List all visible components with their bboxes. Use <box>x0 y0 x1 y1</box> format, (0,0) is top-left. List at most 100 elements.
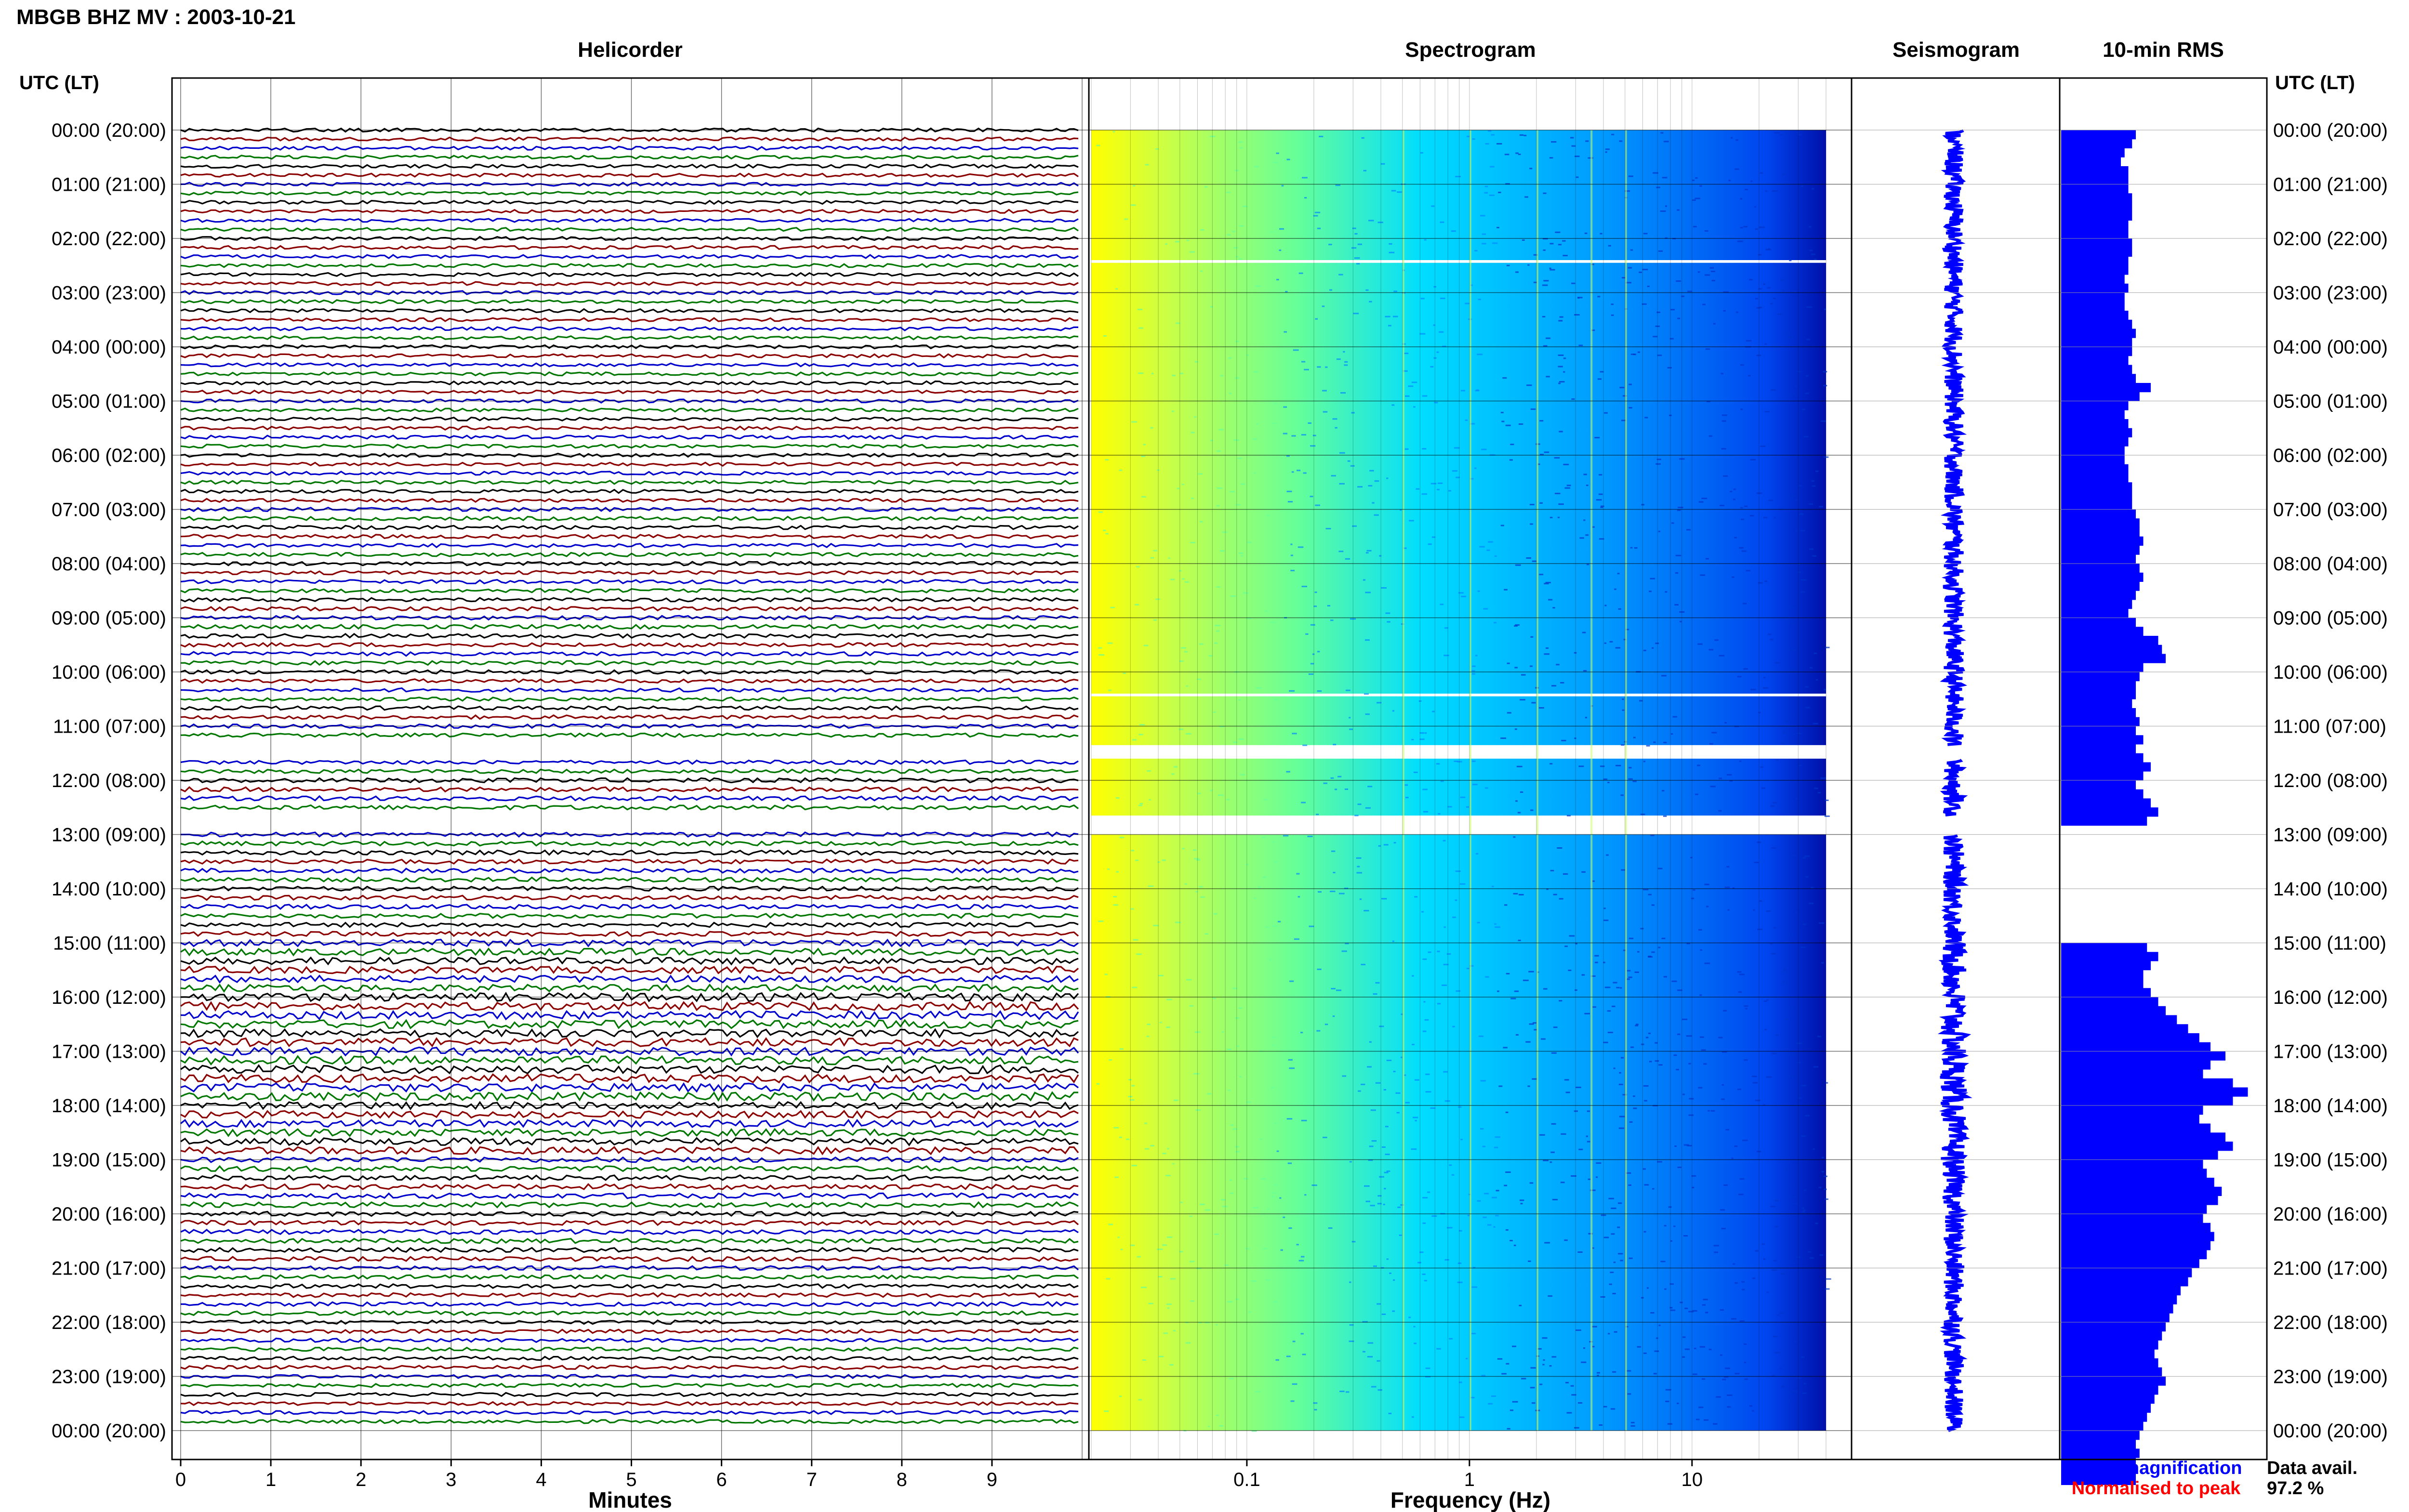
helicorder-trace <box>180 1419 1079 1424</box>
rms-bar <box>2061 717 2140 726</box>
helicorder-trace <box>180 938 1079 947</box>
minute-tick-label: 1 <box>265 1469 276 1490</box>
helicorder-trace <box>180 840 1079 847</box>
rms-bar <box>2061 1033 2199 1043</box>
time-label-right: 12:00 (08:00) <box>2273 770 2388 791</box>
rms-bar <box>2061 401 2129 410</box>
helicorder-trace <box>180 1174 1079 1181</box>
helicorder-trace <box>180 163 1079 169</box>
rms-bar <box>2061 744 2136 754</box>
time-axis-heading-left: UTC (LT) <box>19 72 99 93</box>
helicorder-trace <box>180 1064 1079 1075</box>
panel-frame-heli <box>171 77 1090 1460</box>
helicorder-trace <box>180 1055 1079 1066</box>
helicorder-trace <box>180 1337 1079 1343</box>
helicorder-trace <box>180 606 1079 612</box>
helicorder-trace <box>180 398 1079 404</box>
helicorder-trace <box>180 858 1079 865</box>
rms-bar <box>2061 545 2140 555</box>
helicorder-trace <box>180 974 1079 984</box>
rms-bar <box>2061 1132 2225 1142</box>
helicorder-trace <box>180 632 1079 639</box>
rms-bar <box>2061 1142 2233 1151</box>
helicorder-trace <box>180 1037 1079 1048</box>
helicorder-trace <box>180 804 1079 811</box>
rms-bar <box>2061 1340 2158 1350</box>
helicorder-trace <box>180 1382 1079 1388</box>
helicorder-trace <box>180 506 1079 513</box>
helicorder-plot <box>180 127 1079 1424</box>
helicorder-trace <box>180 696 1079 702</box>
helicorder-trace <box>180 227 1079 232</box>
helicorder-trace <box>180 552 1079 557</box>
helicorder-trace <box>180 1091 1078 1102</box>
spectrogram-segment <box>1091 759 1826 816</box>
rms-plot <box>2061 130 2248 1485</box>
rms-bar <box>2061 600 2132 609</box>
rms-bar <box>2061 1358 2158 1368</box>
helicorder-trace <box>180 1292 1079 1298</box>
helicorder-trace <box>180 1165 1079 1172</box>
rms-bar <box>2061 1105 2203 1115</box>
helicorder-trace <box>180 687 1079 693</box>
rms-bar <box>2061 491 2132 501</box>
time-label-left: 09:00 (05:00) <box>52 608 166 629</box>
helicorder-trace <box>180 272 1079 277</box>
rms-bar <box>2061 500 2132 510</box>
rms-bar <box>2061 780 2136 790</box>
rms-bar <box>2061 509 2136 519</box>
rms-bar <box>2061 419 2129 429</box>
spectrogram-segment <box>1091 130 1826 260</box>
helicorder-trace <box>180 912 1079 919</box>
minute-tick-label: 6 <box>716 1469 727 1490</box>
time-label-left: 23:00 (19:00) <box>52 1367 166 1388</box>
time-label-right: 18:00 (14:00) <box>2273 1095 2388 1117</box>
rms-bar <box>2061 1313 2170 1323</box>
time-label-left: 22:00 (18:00) <box>52 1312 166 1333</box>
rms-bar <box>2061 798 2151 808</box>
time-gridlines <box>172 78 2267 1459</box>
rms-bar <box>2061 1286 2181 1296</box>
frequency-axis-label: Frequency (Hz) <box>1390 1487 1550 1512</box>
time-label-left: 17:00 (13:00) <box>52 1041 166 1063</box>
helicorder-trace <box>180 705 1079 711</box>
time-label-left: 04:00 (00:00) <box>52 337 166 358</box>
time-label-right: 23:00 (19:00) <box>2273 1367 2388 1388</box>
helicorder-trace <box>180 1137 1079 1146</box>
helicorder-trace <box>180 904 1079 910</box>
rms-bar <box>2061 663 2144 672</box>
rms-bar <box>2061 1421 2144 1431</box>
helicorder-trace <box>180 245 1079 250</box>
legend-fixed-magnification: Fixed magnification <box>2070 1458 2242 1478</box>
rms-bar <box>2061 1051 2225 1061</box>
rms-bar <box>2061 654 2166 663</box>
helicorder-trace <box>180 956 1079 966</box>
time-axis-heading-right: UTC (LT) <box>2275 72 2355 93</box>
helicorder-trace <box>180 281 1079 287</box>
rms-bar <box>2061 1196 2218 1205</box>
helicorder-trace <box>180 732 1079 738</box>
legend-normalised-to-peak: Normalised to peak <box>2072 1478 2241 1499</box>
helicorder-trace <box>180 597 1079 603</box>
time-label-left: 15:00 (11:00) <box>53 933 166 954</box>
rms-bar <box>2061 365 2132 374</box>
rms-bar <box>2061 1385 2158 1395</box>
rms-bar <box>2061 1268 2192 1277</box>
helicorder-trace <box>180 1183 1079 1190</box>
time-label-right: 02:00 (22:00) <box>2273 228 2388 250</box>
helicorder-trace <box>180 1283 1079 1289</box>
time-label-right: 04:00 (00:00) <box>2273 337 2388 358</box>
time-label-right: 22:00 (18:00) <box>2273 1312 2388 1333</box>
helicorder-trace <box>180 1310 1079 1316</box>
rms-bar <box>2061 1087 2248 1097</box>
time-labels-left: 00:00 (20:00) 01:00 (21:00) 02:00 (22:00) 0… <box>52 120 166 1442</box>
time-label-right: 03:00 (23:00) <box>2273 283 2388 304</box>
rms-bar <box>2061 1178 2214 1187</box>
rms-bar <box>2061 1250 2207 1260</box>
time-label-left: 07:00 (03:00) <box>52 500 166 521</box>
time-label-right: 15:00 (11:00) <box>2273 933 2386 954</box>
rms-bar <box>2061 347 2132 356</box>
helicorder-trace <box>180 1118 1079 1129</box>
time-label-left: 00:00 (20:00) <box>52 1420 166 1442</box>
rms-bar <box>2061 699 2132 709</box>
